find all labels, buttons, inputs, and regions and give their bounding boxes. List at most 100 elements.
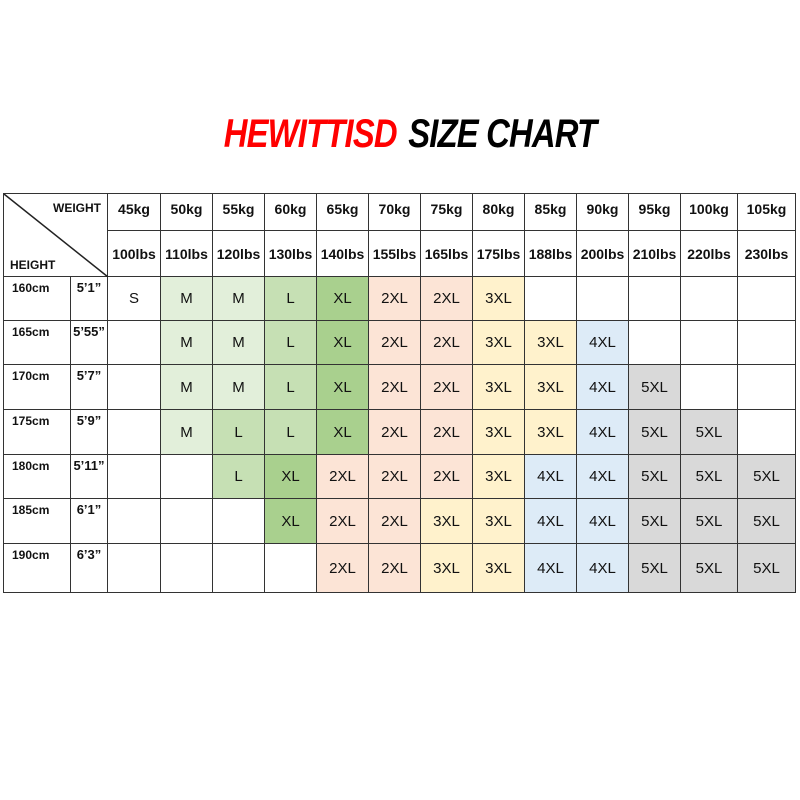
size-cell: M xyxy=(160,364,213,410)
size-cell: 3XL xyxy=(472,454,525,499)
size-cell: M xyxy=(160,320,213,365)
size-cell xyxy=(680,276,738,321)
size-cell xyxy=(107,409,161,455)
size-cell: 2XL xyxy=(316,454,369,499)
size-cell: 2XL xyxy=(368,364,421,410)
size-cell: 3XL xyxy=(472,364,525,410)
height-cm: 185cm xyxy=(3,498,71,544)
weight-lbs-header: 140lbs xyxy=(316,230,369,277)
table-row: 160cm 5’1” S M M L XL 2XL 2XL 3XL xyxy=(3,276,796,321)
size-cell: 5XL xyxy=(628,364,681,410)
size-cell xyxy=(107,364,161,410)
size-cell: 5XL xyxy=(680,543,738,593)
size-cell xyxy=(628,320,681,365)
size-cell: M xyxy=(212,320,265,365)
weight-lbs-header: 110lbs xyxy=(160,230,213,277)
size-cell: 3XL xyxy=(472,320,525,365)
size-cell: 3XL xyxy=(524,409,577,455)
size-cell: 3XL xyxy=(472,276,525,321)
size-cell: XL xyxy=(316,364,369,410)
weight-kg-header: 95kg xyxy=(628,193,681,231)
size-cell: 3XL xyxy=(420,543,473,593)
height-ft: 5’9” xyxy=(70,409,108,455)
size-cell: 2XL xyxy=(368,409,421,455)
size-cell: 3XL xyxy=(524,364,577,410)
size-cell: S xyxy=(107,276,161,321)
size-cell: 5XL xyxy=(737,498,796,544)
height-cm: 175cm xyxy=(3,409,71,455)
height-ft: 5’11” xyxy=(70,454,108,499)
size-cell: M xyxy=(212,276,265,321)
size-cell: 4XL xyxy=(524,498,577,544)
weight-lbs-header: 200lbs xyxy=(576,230,629,277)
size-cell: M xyxy=(212,364,265,410)
size-cell: 5XL xyxy=(628,454,681,499)
weight-kg-header: 85kg xyxy=(524,193,577,231)
size-cell: 5XL xyxy=(680,454,738,499)
size-cell xyxy=(680,364,738,410)
height-cm: 170cm xyxy=(3,364,71,410)
height-ft: 6’3” xyxy=(70,543,108,593)
weight-lbs-header: 230lbs xyxy=(737,230,796,277)
size-cell: L xyxy=(264,364,317,410)
size-cell: 2XL xyxy=(368,498,421,544)
size-cell xyxy=(160,498,213,544)
brand-name: HEWITTISD xyxy=(223,112,398,156)
height-ft: 5’1” xyxy=(70,276,108,321)
weight-label: WEIGHT xyxy=(53,201,101,215)
size-cell: XL xyxy=(316,276,369,321)
weight-kg-header: 90kg xyxy=(576,193,629,231)
size-cell: M xyxy=(160,409,213,455)
weight-lbs-header: 120lbs xyxy=(212,230,265,277)
weight-kg-header: 50kg xyxy=(160,193,213,231)
weight-kg-header: 60kg xyxy=(264,193,317,231)
size-cell xyxy=(737,364,796,410)
size-cell: 2XL xyxy=(420,276,473,321)
height-cm: 190cm xyxy=(3,543,71,593)
size-cell: L xyxy=(264,276,317,321)
size-cell xyxy=(737,320,796,365)
weight-lbs-header: 188lbs xyxy=(524,230,577,277)
size-cell: 3XL xyxy=(472,498,525,544)
diagonal-divider xyxy=(4,194,108,277)
size-cell: 3XL xyxy=(524,320,577,365)
size-cell: 2XL xyxy=(368,320,421,365)
weight-kg-header: 100kg xyxy=(680,193,738,231)
size-cell: 2XL xyxy=(368,454,421,499)
size-cell: 4XL xyxy=(524,454,577,499)
weight-kg-header: 65kg xyxy=(316,193,369,231)
table-row: 170cm 5’7” M M L XL 2XL 2XL 3XL 3XL 4XL 5XL xyxy=(3,364,796,410)
size-cell: L xyxy=(212,454,265,499)
weight-kg-header: 45kg xyxy=(107,193,161,231)
size-cell xyxy=(737,276,796,321)
size-cell xyxy=(107,454,161,499)
weight-lbs-header: 100lbs xyxy=(107,230,161,277)
size-cell: XL xyxy=(316,409,369,455)
weight-kg-header: 75kg xyxy=(420,193,473,231)
size-cell: 4XL xyxy=(524,543,577,593)
title-text: SIZE CHART xyxy=(408,112,597,156)
size-cell: 3XL xyxy=(472,409,525,455)
size-cell: 2XL xyxy=(316,498,369,544)
table-row: 180cm 5’11” L XL 2XL 2XL 2XL 3XL 4XL 4XL 5XL 5XL 5XL xyxy=(3,454,796,499)
size-cell: M xyxy=(160,276,213,321)
header-corner: WEIGHT HEIGHT xyxy=(3,193,108,277)
weight-lbs-header: 220lbs xyxy=(680,230,738,277)
height-cm: 160cm xyxy=(3,276,71,321)
size-cell xyxy=(576,276,629,321)
table-row: 175cm 5’9” M L L XL 2XL 2XL 3XL 3XL 4XL 5XL 5XL xyxy=(3,409,796,455)
page-title: HEWITTISD SIZE CHART xyxy=(74,112,746,157)
height-ft: 6’1” xyxy=(70,498,108,544)
size-cell xyxy=(628,276,681,321)
size-cell xyxy=(107,543,161,593)
weight-lbs-header: 130lbs xyxy=(264,230,317,277)
table-row: 185cm 6’1” XL 2XL 2XL 3XL 3XL 4XL 4XL 5XL 5XL 5XL xyxy=(3,498,796,544)
size-cell xyxy=(212,498,265,544)
height-ft: 5’55” xyxy=(70,320,108,365)
weight-lbs-header: 165lbs xyxy=(420,230,473,277)
size-cell: 2XL xyxy=(420,364,473,410)
size-cell: 5XL xyxy=(737,543,796,593)
size-cell: 2XL xyxy=(368,543,421,593)
size-cell: 5XL xyxy=(680,498,738,544)
weight-lbs-header: 155lbs xyxy=(368,230,421,277)
